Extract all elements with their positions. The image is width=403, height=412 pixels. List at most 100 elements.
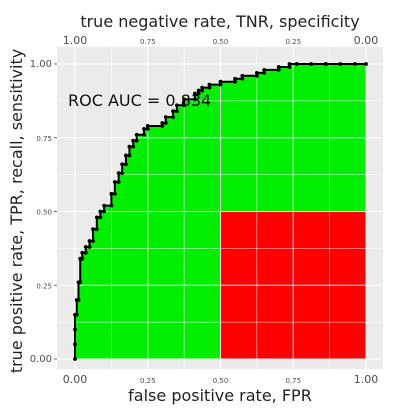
y-tick-label: 1.00: [30, 59, 52, 70]
roc-point: [87, 239, 92, 243]
x-tick-label: 0.50: [213, 377, 229, 385]
roc-point: [207, 82, 212, 87]
x-tick-label: 1.00: [354, 373, 379, 386]
top-tick-label: 1.00: [63, 34, 88, 47]
roc-point: [73, 342, 77, 347]
roc-point: [127, 144, 132, 149]
roc-point: [91, 239, 95, 243]
bottom-tick-labels: 0.00 0.25 0.50 0.75 1.00: [63, 373, 379, 386]
roc-point: [83, 250, 88, 255]
roc-point: [98, 215, 103, 220]
y-tick-label: 0.50: [36, 209, 52, 217]
top-tick-label: 0.25: [285, 38, 301, 46]
x-tick-label: 0.25: [140, 377, 156, 385]
roc-point: [364, 62, 368, 66]
roc-point: [233, 79, 237, 84]
roc-point: [163, 115, 168, 119]
roc-point: [142, 126, 146, 131]
roc-point: [163, 121, 168, 125]
roc-point: [78, 280, 83, 285]
top-axis-label: true negative rate, TNR, specificity: [80, 12, 359, 31]
roc-point: [87, 245, 92, 249]
roc-point: [80, 256, 85, 261]
x-tick-label: 0.00: [63, 373, 88, 386]
x-tick-label: 0.75: [285, 377, 301, 385]
roc-point: [131, 138, 136, 143]
roc-point: [287, 62, 292, 66]
roc-point: [80, 250, 85, 255]
roc-point: [196, 88, 201, 93]
roc-point: [276, 68, 281, 72]
roc-point: [174, 109, 179, 114]
roc-point: [294, 62, 299, 66]
roc-point: [218, 82, 223, 87]
roc-point: [142, 132, 146, 137]
roc-point: [102, 203, 106, 208]
roc-point: [233, 76, 237, 81]
roc-point: [160, 121, 165, 125]
roc-point: [276, 65, 281, 69]
roc-point: [116, 180, 121, 184]
roc-point: [112, 191, 117, 196]
roc-point: [134, 138, 139, 143]
y-tick-label: 0.00: [30, 354, 52, 365]
x-axis-label: false positive rate, FPR: [128, 386, 312, 405]
roc-point: [171, 115, 175, 119]
top-tick-labels: 1.00 0.75 0.50 0.25 0.00: [63, 34, 379, 47]
roc-point: [120, 171, 125, 176]
roc-point: [171, 109, 175, 114]
roc-point: [218, 79, 223, 84]
roc-point: [109, 191, 114, 196]
roc-point: [254, 73, 259, 78]
roc-point: [200, 85, 205, 90]
roc-point: [109, 203, 114, 208]
roc-point: [145, 124, 150, 128]
roc-point: [94, 215, 99, 220]
top-tick-label: 0.00: [354, 34, 379, 47]
roc-point: [192, 91, 197, 96]
roc-point: [309, 62, 314, 66]
roc-point: [192, 97, 197, 102]
roc-point: [91, 227, 95, 232]
y-tick-label: 0.25: [36, 282, 52, 290]
roc-point: [200, 88, 205, 93]
roc-point: [83, 245, 88, 249]
roc-point: [182, 103, 187, 108]
annotation-auc: ROC AUC = 0.834: [68, 91, 211, 110]
roc-point: [160, 124, 165, 128]
roc-point: [207, 85, 212, 90]
roc-point: [353, 62, 357, 66]
roc-point: [182, 97, 187, 102]
roc-points: [73, 62, 368, 361]
roc-point: [73, 327, 77, 332]
y-tick-label: 0.75: [36, 135, 52, 143]
roc-point: [124, 153, 128, 158]
roc-point: [262, 70, 267, 75]
roc-point: [240, 76, 245, 81]
top-tick-label: 0.75: [140, 38, 156, 46]
roc-point: [102, 209, 106, 214]
roc-point: [254, 70, 259, 75]
roc-point: [74, 312, 79, 317]
roc-point: [124, 162, 128, 167]
roc-point: [73, 357, 77, 361]
roc-point: [76, 298, 81, 302]
roc-point: [94, 227, 99, 232]
roc-point: [145, 126, 150, 131]
roc-point: [131, 144, 136, 149]
roc-point: [134, 132, 139, 137]
top-tick-label: 0.50: [213, 38, 229, 46]
roc-point: [174, 103, 179, 108]
roc-point: [116, 171, 121, 176]
roc-point: [287, 65, 292, 69]
left-tick-labels: 0.00 0.25 0.50 0.75 1.00: [30, 59, 57, 365]
roc-point: [196, 91, 201, 96]
roc-point: [262, 68, 267, 72]
y-axis-label: true positive rate, TPR, recall, sensiti…: [7, 49, 26, 373]
roc-point: [112, 180, 117, 184]
roc-point: [120, 162, 125, 167]
roc-point: [127, 153, 132, 158]
roc-point: [240, 73, 245, 78]
roc-point: [323, 62, 328, 66]
